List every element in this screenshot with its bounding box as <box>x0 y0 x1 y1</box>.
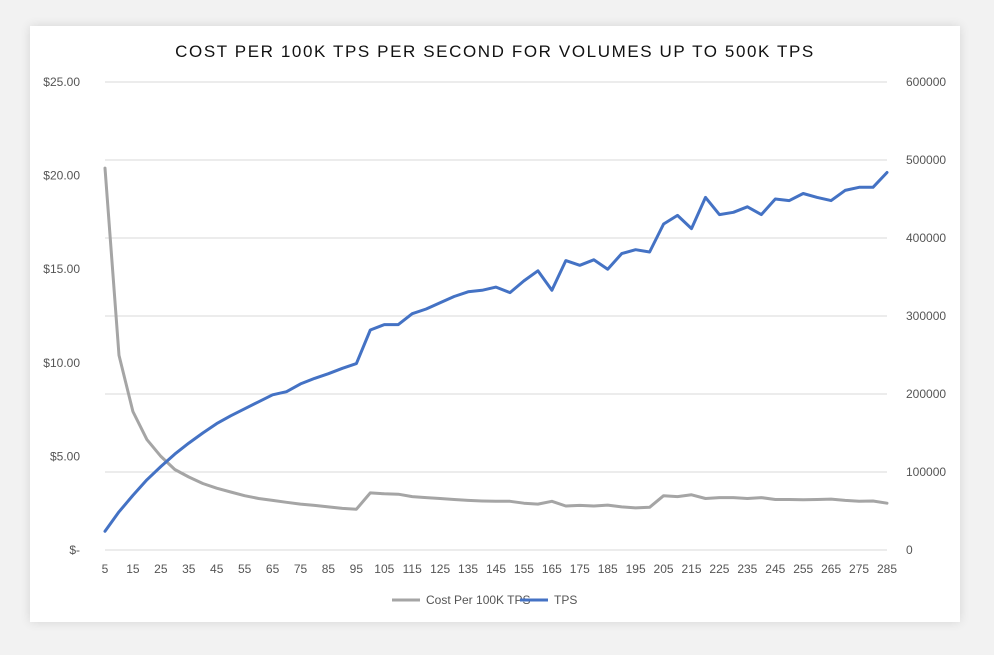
left-axis-tick: $15.00 <box>43 262 80 276</box>
right-axis-tick: 400000 <box>906 231 946 245</box>
x-axis-tick: 125 <box>430 562 450 576</box>
x-axis-tick: 45 <box>210 562 224 576</box>
x-axis-tick: 245 <box>765 562 785 576</box>
x-axis-tick: 115 <box>403 562 422 576</box>
series-layer <box>103 166 889 533</box>
x-axis-tick: 255 <box>793 562 813 576</box>
x-axis-tick: 265 <box>821 562 841 576</box>
x-axis-tick: 235 <box>737 562 757 576</box>
left-axis-tick: $10.00 <box>43 356 80 370</box>
gridlines <box>105 81 887 551</box>
x-axis-tick: 85 <box>322 562 336 576</box>
x-axis-tick: 105 <box>374 562 394 576</box>
x-axis-tick: 195 <box>626 562 646 576</box>
x-axis-tick: 15 <box>126 562 140 576</box>
x-axis-tick: 155 <box>514 562 534 576</box>
x-axis-tick: 145 <box>486 562 506 576</box>
x-axis-tick: 175 <box>570 562 590 576</box>
series-line-tps <box>103 171 889 533</box>
chart-card: COST PER 100K TPS PER SECOND FOR VOLUMES… <box>30 26 960 622</box>
x-axis-tick: 165 <box>542 562 562 576</box>
x-axis-tick: 205 <box>654 562 674 576</box>
x-axis-tick: 215 <box>681 562 701 576</box>
left-axis-tick-labels: $- $5.00 $10.00 $15.00 $20.00 $25.00 <box>43 75 80 557</box>
x-axis-tick-labels: 5 15 25 35 45 55 65 75 85 95 105 115 125 135 145 155 165… <box>102 562 898 576</box>
x-axis-tick: 5 <box>102 562 109 576</box>
x-axis-tick: 275 <box>849 562 869 576</box>
right-axis-tick: 200000 <box>906 387 946 401</box>
x-axis-tick: 135 <box>458 562 478 576</box>
left-axis-tick: $25.00 <box>43 75 80 89</box>
x-axis-tick: 25 <box>154 562 168 576</box>
x-axis-tick: 185 <box>598 562 618 576</box>
series-line-cost-per-100k-tps <box>103 166 889 511</box>
right-axis-tick: 600000 <box>906 75 946 89</box>
chart-title: COST PER 100K TPS PER SECOND FOR VOLUMES… <box>175 42 815 61</box>
left-axis-tick: $- <box>69 543 80 557</box>
x-axis-tick: 55 <box>238 562 252 576</box>
x-axis-tick: 95 <box>350 562 364 576</box>
x-axis-tick: 285 <box>877 562 897 576</box>
line-chart: COST PER 100K TPS PER SECOND FOR VOLUMES… <box>43 42 946 607</box>
legend-label: TPS <box>554 593 577 607</box>
legend-label: Cost Per 100K TPS <box>426 593 531 607</box>
x-axis-tick: 65 <box>266 562 280 576</box>
right-axis-tick: 100000 <box>906 465 946 479</box>
right-axis-tick: 500000 <box>906 153 946 167</box>
right-axis-tick: 300000 <box>906 309 946 323</box>
left-axis-tick: $5.00 <box>50 449 80 463</box>
x-axis-tick: 75 <box>294 562 308 576</box>
right-axis-tick-labels: 0 100000 200000 300000 400000 500000 600000 <box>906 75 946 557</box>
x-axis-tick: 225 <box>709 562 729 576</box>
right-axis-tick: 0 <box>906 543 913 557</box>
left-axis-tick: $20.00 <box>43 169 80 183</box>
x-axis-tick: 35 <box>182 562 196 576</box>
legend: Cost Per 100K TPS TPS <box>392 593 577 607</box>
